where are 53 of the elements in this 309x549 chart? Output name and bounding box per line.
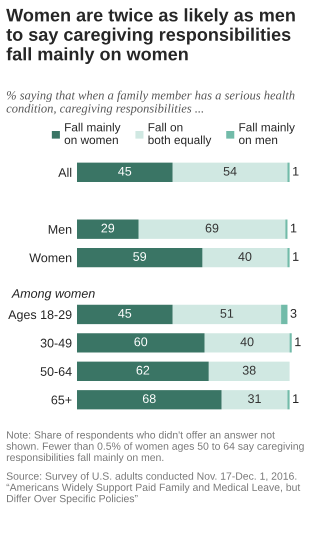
data-label: 54 [224, 166, 237, 176]
bar [76, 333, 205, 353]
data-label: 1 [293, 252, 298, 261]
data-label: 1 [293, 394, 298, 403]
data-label: 1 [295, 338, 301, 346]
chart-subtitle: % saying that when a family member has a serious health condition, caregiving responsibilities ... [6, 90, 295, 116]
data-label: 45 [118, 166, 132, 176]
data-label: 40 [238, 252, 252, 261]
bar [76, 248, 202, 268]
text: Note: Share of respondents who didn't offer an answer not shown. Fewer than 0.5% of women ages 50 to 64 say caregiving responsibilities fall mainly on men. [6, 430, 304, 464]
bar [281, 304, 288, 324]
bar [172, 304, 282, 324]
bar [287, 390, 290, 410]
data-label: 51 [220, 309, 234, 318]
data-label: 40 [240, 337, 254, 346]
bar [76, 220, 139, 239]
data-label: 1 [293, 166, 298, 176]
data-label: 3 [290, 308, 296, 318]
y-tick-label: All [58, 168, 72, 177]
bar [202, 248, 288, 268]
bar [287, 162, 290, 182]
bar [204, 333, 290, 353]
data-label: 62 [136, 366, 150, 375]
data-label: 45 [118, 309, 132, 318]
legend-label: Fall mainly on men [239, 122, 295, 144]
bar [76, 362, 209, 381]
bar [208, 362, 290, 381]
y-tick-label: 65+ [52, 396, 72, 404]
y-tick-label: Men [48, 225, 72, 234]
data-label: 60 [134, 337, 148, 346]
bar [138, 220, 286, 239]
bar [222, 390, 288, 410]
data-label: 29 [101, 224, 114, 233]
y-tick-label: 30-49 [40, 338, 72, 348]
chart-title: Women are twice as likely as men to say caregiving responsibilities fall mainly on women [6, 8, 295, 64]
y-tick-label: 50-64 [40, 367, 72, 376]
y-tick-label: Ages 18-29 [8, 310, 72, 322]
data-label: 68 [142, 394, 156, 404]
data-label: 31 [248, 394, 261, 404]
bar [287, 248, 290, 268]
y-tick-label: Among women [11, 289, 95, 300]
bar [76, 304, 173, 324]
legend-label: Fall on both equally [148, 122, 212, 146]
source-note: Source: Survey of U.S. adults conducted Nov. 17-Dec. 1, 2016. “Americans Widely Support Paid Family and Medical Leave, but Differ Over Specific Policies” [6, 472, 300, 504]
bar [172, 162, 288, 182]
data-label: 59 [133, 252, 146, 261]
legend-label: Fall mainly on women [64, 122, 121, 144]
data-label: 1 [290, 224, 296, 232]
data-label: 69 [206, 224, 218, 233]
data-label: 38 [242, 366, 256, 375]
bar [76, 162, 173, 182]
bar [76, 390, 222, 410]
y-tick-label: Women [29, 254, 72, 262]
